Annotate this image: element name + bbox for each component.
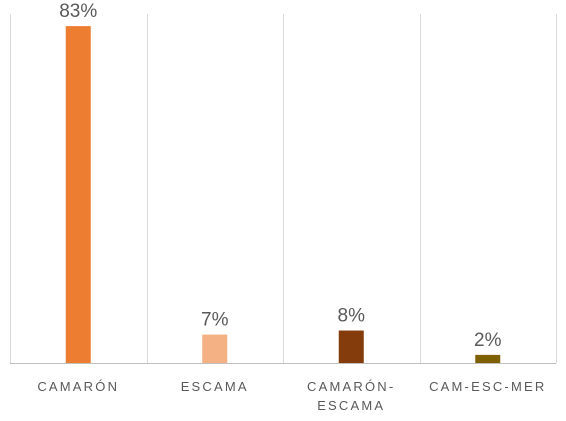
x-tick-label: ESCAMA bbox=[181, 379, 249, 394]
data-label: 8% bbox=[338, 306, 366, 327]
x-tick-label: CAM-ESC-MER bbox=[429, 379, 546, 394]
x-tick-labels: CAMARÓN ESCAMA CAMARÓN- ESCAMA CAM-ESC-MER bbox=[37, 379, 546, 413]
x-tick-label: CAMARÓN bbox=[37, 379, 119, 394]
bar bbox=[338, 330, 364, 363]
x-tick-label: CAMARÓN- bbox=[307, 379, 395, 394]
data-labels: 83% 7% 8% 2% bbox=[59, 1, 501, 351]
data-label: 83% bbox=[59, 1, 97, 22]
bar bbox=[475, 354, 501, 363]
data-label: 7% bbox=[201, 310, 229, 331]
bars bbox=[65, 26, 501, 364]
gridlines bbox=[10, 14, 557, 363]
bar bbox=[202, 334, 228, 363]
x-tick-label: ESCAMA bbox=[317, 398, 385, 413]
bar bbox=[65, 26, 91, 364]
data-label: 2% bbox=[474, 330, 502, 351]
